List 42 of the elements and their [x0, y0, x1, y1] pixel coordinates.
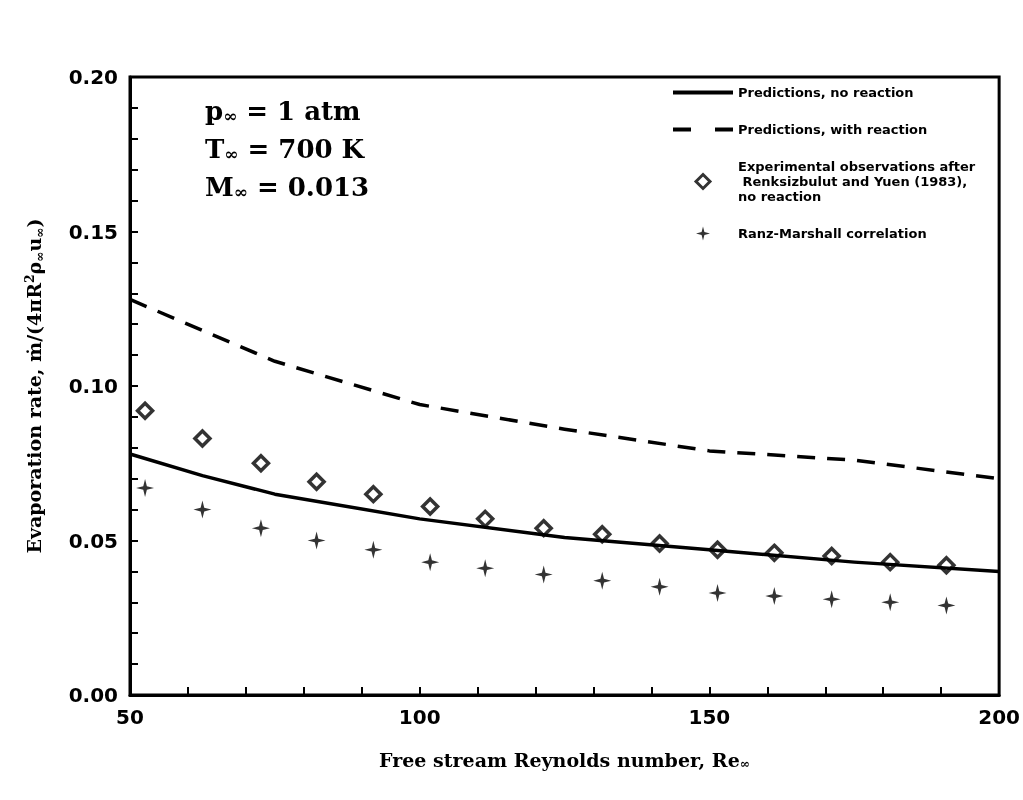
annotation: p∞ = 1 atm	[205, 96, 361, 127]
annotation: M∞ = 0.013	[205, 172, 370, 203]
point	[193, 500, 212, 519]
x-tick-label: 100	[398, 705, 441, 729]
point	[136, 478, 155, 497]
point	[364, 540, 383, 559]
point	[937, 596, 956, 615]
point	[592, 525, 612, 544]
point	[135, 401, 155, 420]
point	[476, 559, 495, 578]
point	[364, 484, 383, 504]
x-tick-label: 200	[978, 705, 1020, 729]
point	[475, 509, 495, 529]
point	[307, 531, 326, 550]
y-axis-title: Evaporation rate, ṁ/(4πR2ρ∞u∞)	[22, 218, 47, 554]
legend-label: Predictions, with reaction	[738, 122, 928, 137]
x-tick-label: 150	[688, 705, 731, 729]
x-axis-title: Free stream Reynolds number, Re∞	[379, 748, 751, 772]
annotation: T∞ = 700 K	[205, 134, 366, 165]
legend-label: Ranz-Marshall correlation	[738, 226, 927, 241]
point	[650, 577, 669, 596]
point	[193, 429, 212, 448]
point	[251, 519, 270, 538]
point	[593, 571, 612, 590]
y-tick-label: 0.05	[68, 528, 118, 553]
y-tick-label: 0.15	[68, 219, 118, 244]
point	[251, 454, 271, 473]
point	[822, 590, 841, 609]
point	[421, 553, 440, 572]
point	[881, 593, 900, 612]
legend-label: Experimental observations after Renksizbulut and Yuen (1983), no reaction	[738, 159, 976, 204]
x-tick-label: 50	[116, 705, 144, 729]
y-tick-label: 0.00	[68, 683, 118, 707]
point	[708, 584, 727, 603]
y-tick-label: 0.20	[68, 65, 118, 89]
point	[307, 472, 326, 492]
point	[765, 587, 784, 606]
point	[420, 497, 440, 516]
y-tick-label: 0.10	[68, 374, 118, 398]
legend-label: Predictions, no reaction	[738, 85, 914, 100]
point	[534, 565, 553, 584]
point	[534, 518, 553, 538]
